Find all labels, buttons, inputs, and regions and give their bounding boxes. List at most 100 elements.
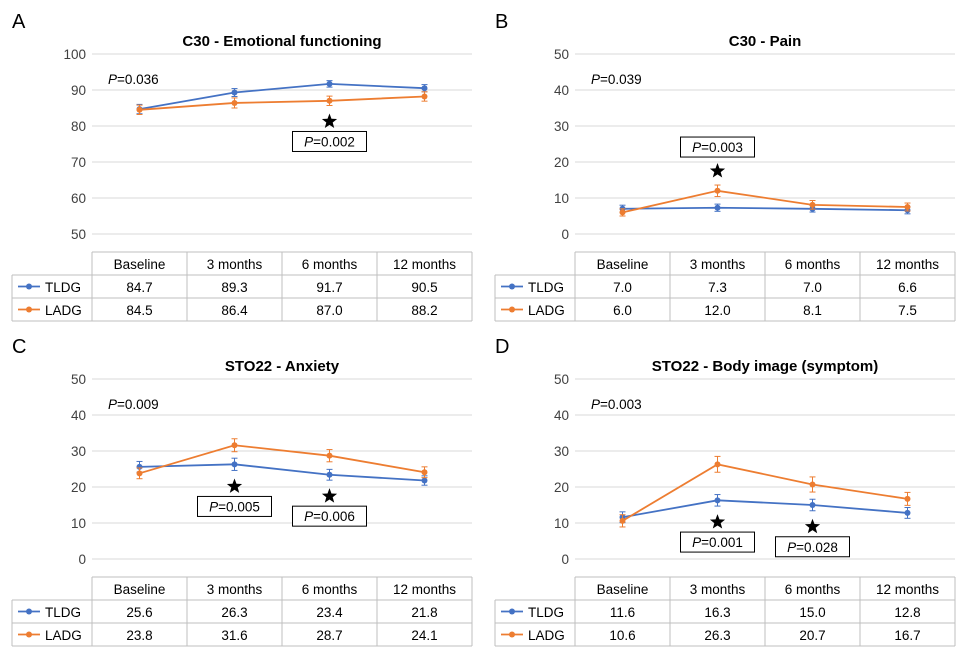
x-category-label: 3 months	[690, 257, 746, 272]
legend-label: LADG	[45, 628, 82, 643]
data-point-ladg	[809, 481, 816, 488]
data-point-ladg	[714, 461, 721, 468]
data-point-ladg	[904, 495, 911, 502]
p-value-annotation: P=0.002	[304, 134, 355, 149]
significance-star-icon	[709, 514, 726, 529]
x-category-label: 6 months	[302, 582, 358, 597]
series-line-tldg	[622, 499, 908, 519]
table-cell-value: 31.6	[221, 628, 247, 643]
y-tick-label: 30	[554, 119, 569, 134]
x-category-label: Baseline	[114, 257, 166, 272]
p-value-annotation: P=0.003	[692, 140, 743, 155]
x-category-label: 6 months	[302, 257, 358, 272]
y-tick-label: 50	[554, 47, 569, 62]
x-category-label: 12 months	[876, 582, 939, 597]
data-point-ladg	[231, 99, 238, 106]
data-point-ladg	[421, 93, 428, 100]
legend-label: TLDG	[45, 280, 81, 295]
table-cell-value: 15.0	[799, 605, 825, 620]
panel-label: B	[495, 11, 508, 33]
table-cell-value: 25.6	[126, 605, 152, 620]
data-point-ladg	[326, 97, 333, 104]
significance-star-icon	[804, 518, 821, 534]
significance-star-icon	[709, 163, 726, 178]
table-cell-value: 12.0	[704, 303, 730, 318]
p-value-box	[197, 495, 272, 517]
y-tick-label: 80	[71, 119, 86, 134]
series-line-ladg	[139, 444, 425, 475]
legend-label: LADG	[528, 628, 565, 643]
legend-label: TLDG	[528, 605, 564, 620]
overall-p-value: P=0.036	[108, 72, 159, 87]
x-category-label: 3 months	[690, 582, 746, 597]
p-value-annotation: P=0.028	[787, 540, 838, 555]
y-tick-label: 50	[71, 227, 86, 242]
y-tick-label: 50	[71, 372, 86, 387]
table-cell-value: 87.0	[316, 303, 342, 318]
table-cell-value: 84.5	[126, 303, 152, 318]
panel-a: A C30 - Emotional functioning 50 60 70 80 90 10…	[0, 0, 483, 325]
data-point-ladg	[714, 187, 721, 194]
x-category-label: Baseline	[114, 582, 166, 597]
legend-marker	[26, 631, 32, 638]
chart-title: C30 - Emotional functioning	[182, 33, 381, 50]
data-point-tldg	[904, 509, 911, 516]
table-cell-value: 84.7	[126, 280, 152, 295]
y-tick-label: 90	[71, 83, 86, 98]
data-point-tldg	[231, 89, 238, 96]
table-cell-value: 21.8	[411, 605, 437, 620]
table-cell-value: 7.0	[613, 280, 632, 295]
x-category-label: 6 months	[785, 257, 841, 272]
significance-star-icon	[321, 488, 338, 503]
y-tick-label: 40	[554, 83, 569, 98]
p-value-annotation: P=0.005	[209, 499, 260, 514]
series-line-ladg	[622, 463, 908, 522]
data-point-ladg	[904, 204, 911, 210]
overall-p-value: P=0.039	[591, 72, 642, 87]
y-tick-label: 30	[554, 444, 569, 459]
data-point-tldg	[231, 461, 238, 468]
y-tick-label: 10	[554, 516, 569, 531]
data-point-ladg	[231, 442, 238, 449]
chart-a: A C30 - Emotional functioning 50 60 70 80 90 10…	[11, 11, 473, 322]
overall-p-value: P=0.009	[108, 397, 159, 412]
panel-label: D	[495, 336, 509, 358]
x-category-label: 12 months	[393, 257, 456, 272]
legend-label: TLDG	[528, 280, 564, 295]
table-cell-value: 16.3	[704, 605, 730, 620]
data-point-tldg	[326, 471, 333, 478]
table-cell-value: 7.0	[803, 280, 822, 295]
table-cell-value: 7.3	[708, 280, 727, 295]
table-cell-value: 24.1	[411, 628, 437, 643]
chart-title: STO22 - Body image (symptom)	[652, 358, 878, 375]
p-value-box	[775, 536, 850, 558]
significance-star-icon	[321, 113, 338, 128]
table-cell-value: 6.6	[898, 280, 917, 295]
series-line-ladg	[622, 189, 908, 214]
data-point-tldg	[714, 204, 721, 211]
data-point-ladg	[809, 201, 816, 208]
legend-marker	[509, 608, 515, 615]
panel-b: B C30 - Pain 0 10 20 30 40 50 P=0.039 Baseline 3 m…	[483, 0, 966, 325]
y-tick-label: 0	[78, 552, 86, 567]
p-value-box	[680, 136, 755, 158]
data-point-ladg	[326, 452, 333, 459]
y-tick-label: 50	[554, 372, 569, 387]
series-line-tldg	[139, 463, 425, 482]
panel-d: D STO22 - Body image (symptom) 0 10 20 30 40 50…	[483, 325, 966, 650]
data-point-ladg	[619, 517, 626, 524]
p-value-annotation: P=0.001	[692, 535, 743, 550]
series-line-ladg	[139, 95, 425, 111]
data-point-ladg	[136, 470, 143, 477]
significance-star-icon	[226, 478, 243, 493]
y-tick-label: 70	[71, 155, 86, 170]
chart-d: D STO22 - Body image (symptom) 0 10 20 30 40 50…	[494, 336, 956, 647]
data-point-ladg	[619, 209, 626, 216]
data-point-tldg	[421, 85, 428, 92]
table-cell-value: 86.4	[221, 303, 248, 318]
data-point-tldg	[326, 80, 333, 87]
data-point-tldg	[809, 502, 816, 508]
legend-label: TLDG	[45, 605, 81, 620]
x-category-label: 6 months	[785, 582, 841, 597]
legend-marker	[26, 283, 32, 290]
